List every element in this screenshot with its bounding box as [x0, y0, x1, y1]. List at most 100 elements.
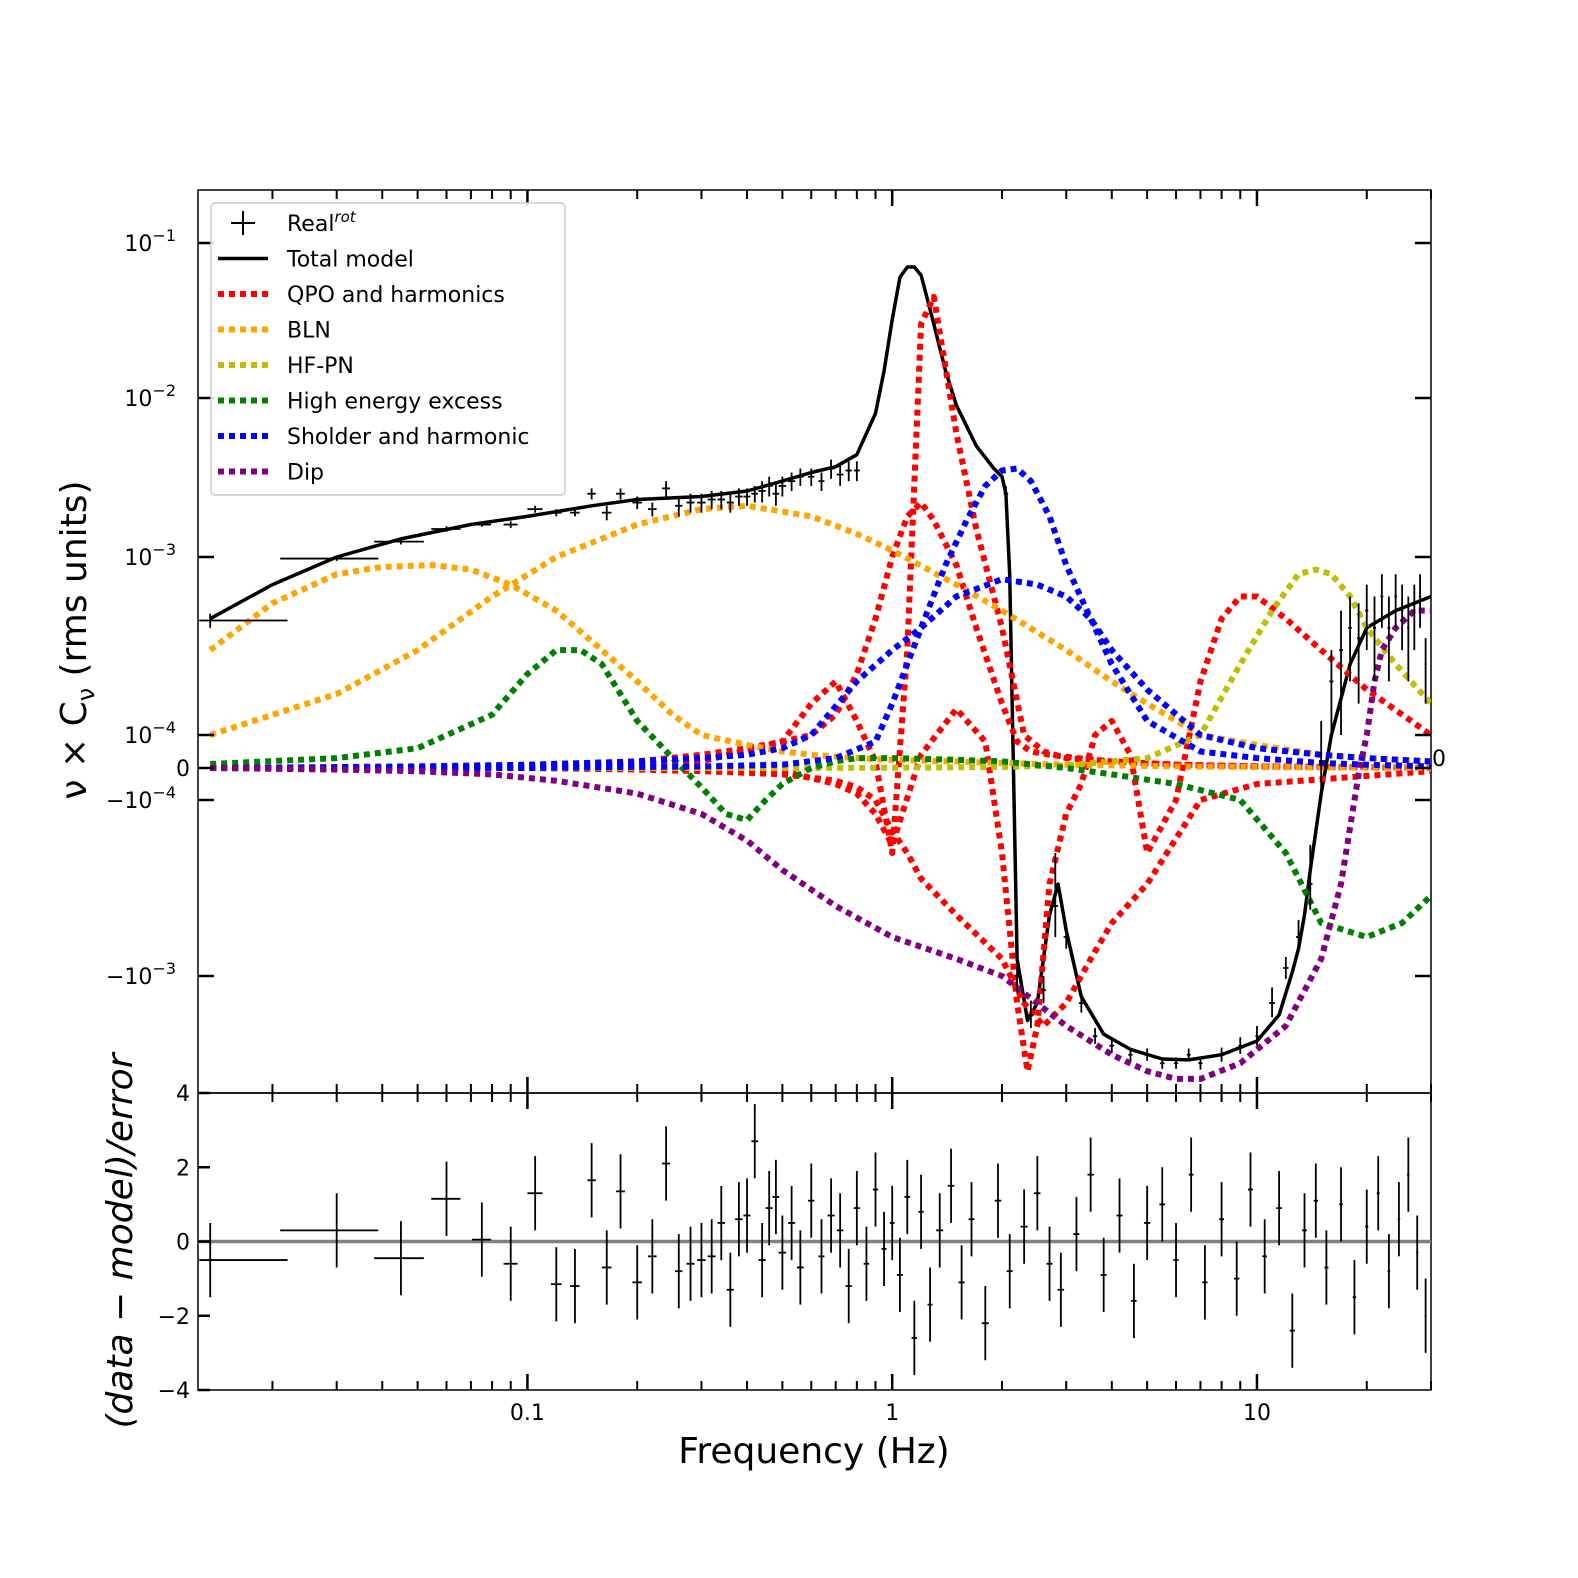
residual-point: [1324, 1230, 1329, 1305]
data-point: [707, 491, 716, 510]
residual-point: [845, 1248, 852, 1324]
series-line-3: [210, 765, 1431, 1029]
residual-point: [863, 1226, 870, 1301]
residual-point: [889, 1185, 895, 1261]
data-point: [1052, 852, 1059, 937]
data-point: [697, 493, 706, 513]
series-line-10: [210, 465, 1431, 771]
data-point: [1255, 1025, 1259, 1046]
residual-point: [881, 1211, 887, 1287]
data-point: [1173, 1057, 1179, 1069]
data-point: [758, 481, 766, 503]
top-y-axis: 10−110−210−310−40−10−4−10−3: [106, 226, 1431, 990]
data-point: [743, 488, 751, 506]
data-point: [199, 613, 288, 628]
data-point: [587, 488, 596, 500]
data-point: [675, 496, 683, 517]
legend-label-text: QPO and harmonics: [287, 283, 505, 308]
y-tick-label-base: 10: [124, 387, 152, 412]
residual-point: [431, 1161, 461, 1236]
residual-y-tick-label: 4: [176, 1082, 190, 1107]
legend: Realrot Total model QPO and harmonics BLN HF…: [210, 202, 566, 496]
residual-point: [707, 1219, 716, 1294]
residual-point: [1006, 1234, 1013, 1309]
data-point: [1348, 596, 1352, 682]
residual-point: [199, 1222, 288, 1298]
y-tick-label-exponent: −1: [152, 226, 176, 245]
legend-label: BLN: [287, 319, 331, 344]
residual-point: [1057, 1252, 1065, 1327]
legend-label: Total model: [286, 248, 414, 273]
residual-point: [968, 1182, 975, 1257]
data-point: [1387, 596, 1391, 682]
legend-label-text: HF-PN: [287, 354, 354, 379]
data-point: [1365, 584, 1369, 651]
residual-point: [751, 1104, 759, 1179]
residual-y-tick-label: −2: [158, 1305, 190, 1330]
data-point: [1028, 1000, 1034, 1029]
series-line-2: [210, 293, 1431, 856]
data-point: [1407, 596, 1410, 682]
data-point: [1356, 603, 1361, 704]
data-point: [1418, 574, 1422, 628]
residual-point: [796, 1230, 804, 1305]
residual-point: [1313, 1163, 1318, 1238]
data-point: [765, 476, 773, 497]
legend-entry: BLN: [218, 319, 331, 344]
residual-point: [1159, 1167, 1166, 1242]
y-tick-label: −10−4: [106, 783, 176, 814]
residual-point: [1424, 1278, 1427, 1353]
data-point: [550, 509, 562, 517]
data-point: [570, 509, 580, 517]
ylabel-units: (rms units): [54, 480, 95, 687]
top-y-axis-label: ν × Cν (rms units): [54, 480, 100, 799]
data-point: [772, 483, 780, 506]
top-series-group: [199, 265, 1431, 1082]
data-point: [1003, 485, 1009, 503]
data-point: [472, 522, 492, 527]
residual-point: [1387, 1234, 1391, 1309]
data-point: [1219, 1047, 1224, 1062]
y-tick-label-base: 10: [124, 232, 152, 257]
data-point: [1198, 1056, 1203, 1070]
residual-point: [836, 1193, 844, 1268]
y-tick-label: 10−2: [124, 381, 176, 412]
y-tick-label-base: −10: [106, 789, 152, 814]
residual-point: [1376, 1156, 1380, 1231]
residual-point: [717, 1185, 725, 1261]
series-line-0: [209, 265, 1431, 1062]
y-tick-label: 10−3: [124, 540, 176, 571]
data-point: [662, 481, 671, 497]
data-point: [796, 468, 804, 486]
legend-entry: Total model: [218, 248, 414, 273]
data-point: [787, 472, 796, 492]
residual-point: [587, 1143, 596, 1218]
y-tick-label-exponent: −3: [152, 540, 176, 559]
legend-entries: Realrot Total model QPO and harmonics BLN HF…: [218, 208, 530, 486]
data-point: [431, 526, 461, 532]
residual-point: [697, 1222, 706, 1298]
residual-point: [896, 1237, 903, 1313]
y-tick-label: −10−3: [106, 959, 176, 990]
residual-point: [758, 1222, 766, 1298]
residual-point: [1302, 1193, 1307, 1268]
residual-point: [1100, 1237, 1107, 1313]
bottom-panel: 4 2 0 −2 −4 0.1 1 10 Frequency (Hz) (data − mo…: [100, 1051, 1432, 1472]
residual-point: [981, 1286, 989, 1361]
bottom-y-axis: 4 2 0 −2 −4: [158, 1082, 210, 1404]
residual-point: [787, 1185, 796, 1261]
series-line-7: [210, 566, 1431, 771]
series-line-8: [210, 647, 1431, 940]
legend-label-text: High energy excess: [287, 390, 503, 415]
residual-series-group: [198, 1104, 1431, 1376]
residual-point: [472, 1202, 492, 1277]
data-point: [601, 505, 612, 521]
residual-point: [947, 1148, 955, 1223]
data-point: [616, 488, 625, 500]
legend-entry: QPO and harmonics: [218, 283, 505, 308]
legend-box: [210, 202, 566, 496]
series-line-4: [210, 593, 1431, 1075]
top-panel: 10−110−210−310−40−10−4−10−3 0 ν × Cν (rm…: [54, 189, 1446, 1094]
residual-y-tick-label: 2: [176, 1156, 190, 1181]
